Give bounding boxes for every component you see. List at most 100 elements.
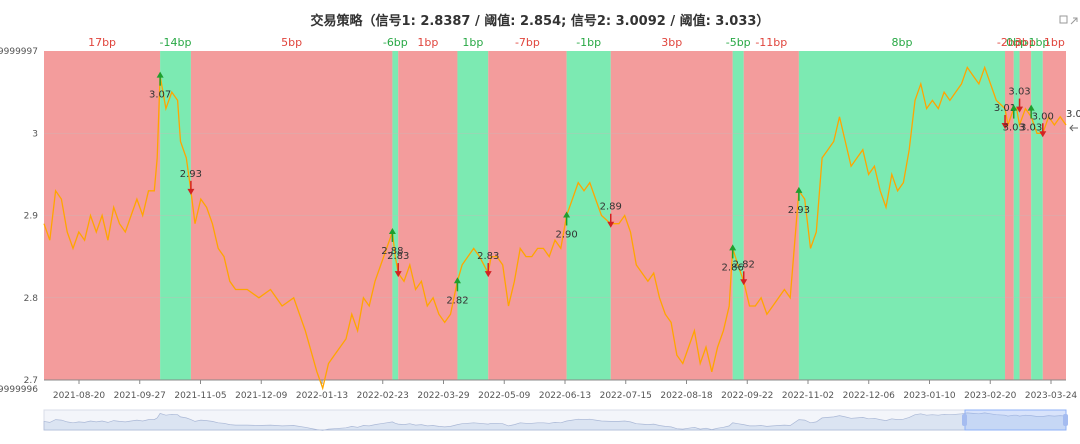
y-axis: 2.7 2.8 2.9 3 3.0999999997 2.6999999996 [0,47,38,395]
x-tick-label: 2022-08-18 [660,391,713,401]
series-line [43,65,1067,391]
end-value-label: 3.01 [1066,109,1080,120]
signal-label: 2.93 [180,169,202,180]
x-tick-label: 2022-11-02 [782,391,834,401]
buy-arrowhead-icon [1010,104,1018,111]
buy-signal: 2.90 [555,211,578,241]
data-zoom-slider[interactable] [43,409,1068,431]
buy-arrowhead-icon [729,244,737,251]
chart-title: 交易策略（信号1: 2.8387 / 阈值: 2.854; 信号2: 3.009… [311,13,770,29]
buy-arrowhead-icon [453,277,461,284]
end-arrow-icon [1069,124,1078,132]
buy-arrowhead-icon [795,186,803,193]
sell-arrowhead-icon [484,271,492,278]
buy-signal: 3.03 [1003,104,1025,134]
sell-signal: 2.82 [733,259,755,286]
band-label: 0bp [1006,36,1027,49]
signal-label: 3.07 [149,90,171,101]
signal-label: 2.89 [600,202,622,213]
x-tick-label: 2023-02-20 [964,391,1017,401]
x-tick-label: 2023-01-10 [903,391,956,401]
zoom-window[interactable] [964,409,1067,431]
sell-arrowhead-icon [1039,131,1047,138]
band-label: -14bp [160,36,192,49]
band-label: 3bp [1015,36,1036,49]
signal-label: 2.88 [381,246,403,257]
band-label: -1bp [1024,36,1049,49]
band-label: 3bp [661,36,682,49]
y-bottom-label: 2.6999999996 [0,385,38,395]
x-tick-label: 2022-07-15 [600,391,652,401]
signal-label: 3.01 [994,103,1016,114]
sell-signal: 3.00 [1032,111,1054,138]
buy-signal: 2.88 [381,227,404,257]
x-tick-label: 2022-09-22 [721,391,773,401]
sell-arrowhead-icon [607,221,615,228]
signal-label: 3.03 [1003,123,1025,134]
sell-arrowhead-icon [187,188,195,195]
y-tick-label: 2.8 [24,294,39,304]
band-label: -5bp [726,36,751,49]
buy-signal: 2.86 [722,244,744,273]
y-top-label: 3.0999999997 [0,47,38,57]
x-tick-label: 2022-06-13 [539,391,591,401]
sell-arrowhead-icon [1016,106,1024,113]
buy-signal: 3.03 [1020,104,1042,134]
band-label: -11bp [755,36,787,49]
band-label: 1bp [462,36,483,49]
signal-label: 2.82 [733,259,755,270]
toolbox[interactable] [1059,15,1078,25]
sell-signal: 2.83 [387,251,409,278]
buy-arrowhead-icon [1027,104,1035,111]
save-image-icon[interactable] [1059,15,1068,24]
buy-signal: 2.82 [446,277,469,306]
signal-bands: 17bp -14bp 5bp -6bp 1bp 1bp -7bp -1bp 3bp -5bp -11… [44,36,1066,380]
sell-arrowhead-icon [394,271,402,278]
restore-icon[interactable] [1070,17,1078,25]
band-label: -7bp [515,36,540,49]
sell-arrowhead-icon [1001,123,1009,130]
signal-label: 2.82 [446,295,468,306]
x-tick-label: 2021-11-05 [174,391,226,401]
x-tick-label: 2022-12-06 [843,391,896,401]
buy-arrowhead-icon [156,71,164,78]
band-label: 17bp [88,36,116,49]
x-tick-label: 2021-09-27 [114,391,166,401]
x-tick-label: 2022-05-09 [478,391,531,401]
sell-signal: 2.83 [477,251,499,278]
x-axis: 2021-08-20 2021-09-27 2021-11-05 2021-12-09… [44,379,1078,401]
x-tick-label: 2022-03-29 [417,391,470,401]
signal-label: 2.83 [387,251,409,262]
sell-signal: 2.93 [180,169,202,195]
y-tick-label: 3 [32,129,38,139]
x-tick-label: 2021-12-09 [235,391,288,401]
band-label: -6bp [383,36,408,49]
signal-label: 3.00 [1032,111,1054,122]
sell-signal: 3.01 [994,103,1016,130]
sell-signal: 3.03 [1008,87,1031,113]
band-label: -2bp [997,36,1022,49]
x-tick-label: 2022-02-23 [357,391,409,401]
signal-label: 2.86 [722,262,744,273]
y-tick-label: 2.7 [24,376,38,386]
band-label: -1bp [576,36,601,49]
signal-label: 2.83 [477,251,499,262]
y-tick-label: 2.9 [24,212,39,222]
sell-signal: 2.89 [600,202,622,228]
band-label: 1bp [417,36,438,49]
band-label: 1bp [1044,36,1065,49]
x-tick-label: 2023-03-24 [1025,391,1078,401]
buy-signal: 2.93 [788,186,810,216]
zoom-handle-right[interactable] [1063,414,1068,426]
signal-label: 3.03 [1008,87,1030,98]
band-label: 8bp [891,36,912,49]
end-marker: 3.01 [1066,109,1080,132]
signal-label: 3.03 [1020,123,1042,134]
zoom-handle-left[interactable] [962,414,967,426]
signal-label: 2.90 [555,230,577,241]
buy-arrowhead-icon [388,227,396,234]
x-tick-label: 2022-01-13 [296,391,348,401]
signal-label: 2.93 [788,205,810,216]
band-label: 5bp [281,36,302,49]
